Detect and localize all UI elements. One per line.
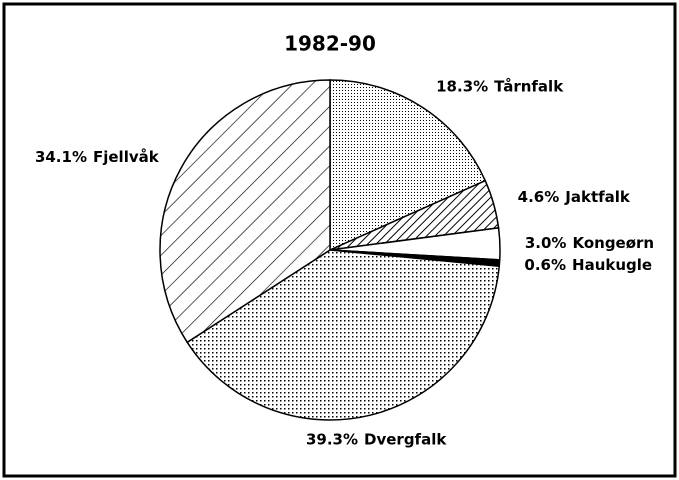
slice-category-label: Dvergfalk	[364, 430, 447, 448]
chart-title: 1982-90	[284, 32, 376, 56]
slice-category-label: Kongeørn	[572, 233, 654, 251]
slice-category-label: Tårnfalk	[494, 77, 564, 95]
slice-value-label: 0.6%	[524, 256, 566, 274]
slice-category-label: Jaktfalk	[564, 188, 631, 206]
slice-value-label: 34.1%	[35, 147, 87, 165]
slice-label: 39.3% Dvergfalk	[306, 430, 447, 448]
slice-label: 0.6% Haukugle	[524, 256, 652, 274]
slice-value-label: 3.0%	[525, 233, 567, 251]
slice-value-label: 18.3%	[436, 77, 488, 95]
slice-label: 4.6% Jaktfalk	[518, 188, 631, 206]
slice-value-label: 39.3%	[306, 430, 358, 448]
pie-slice	[329, 79, 487, 252]
slice-category-label: Fjellvåk	[93, 147, 160, 165]
slice-label: 34.1% Fjellvåk	[35, 147, 160, 165]
pie-slice	[159, 79, 331, 344]
slice-label: 3.0% Kongeørn	[525, 233, 654, 251]
slice-category-label: Haukugle	[572, 256, 652, 274]
slice-label: 18.3% Tårnfalk	[436, 77, 564, 95]
slice-value-label: 4.6%	[518, 188, 560, 206]
